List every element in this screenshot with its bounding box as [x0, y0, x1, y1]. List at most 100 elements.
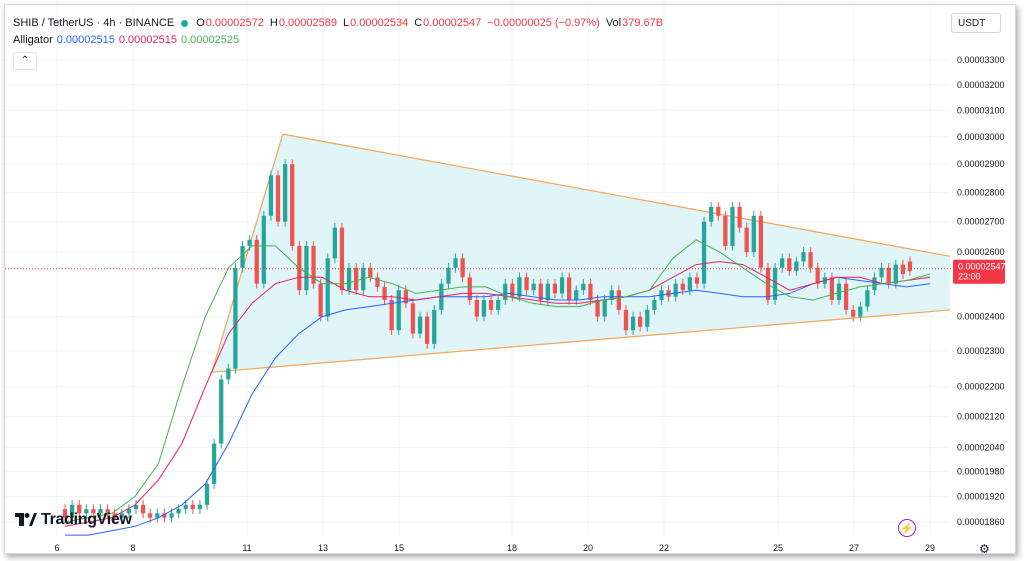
candle-body	[318, 283, 323, 317]
candle-body	[432, 309, 437, 344]
candle-body	[275, 175, 281, 222]
candle-body	[481, 299, 487, 317]
candle-body	[510, 283, 515, 297]
open-label: O	[196, 17, 205, 29]
price-chart[interactable]: 0.00003300 0.00003200 0.00003100 0.00003000…	[5, 5, 1016, 554]
candle-body	[389, 299, 394, 331]
open-value: 0.00002572	[205, 17, 264, 29]
candle-body	[332, 227, 337, 259]
lightning-icon[interactable]: ⚡	[898, 519, 916, 537]
candle-body	[787, 258, 792, 271]
volume-value: 379.67B	[622, 17, 664, 29]
candle-body	[616, 290, 621, 310]
price-tick-label: 0.00002400	[957, 312, 1005, 322]
chevron-up-icon: ⌃	[20, 55, 30, 66]
time-tick-label: 20	[583, 543, 593, 553]
market-status-icon[interactable]	[181, 20, 189, 27]
candle-body	[730, 206, 735, 246]
legend: SHIB / TetherUS · 4h · BINANCE O 0.000025…	[13, 15, 669, 49]
candle-body	[474, 299, 479, 317]
symbol-title[interactable]: SHIB / TetherUS · 4h · BINANCE	[13, 17, 175, 29]
candle-body	[574, 290, 579, 300]
candle-body	[290, 164, 295, 246]
candle-body	[872, 277, 877, 291]
symmetrical-triangle-fill[interactable]	[211, 134, 951, 373]
candle-body	[460, 258, 465, 278]
candle-body	[346, 267, 352, 291]
candle-body	[169, 513, 174, 518]
alligator-row[interactable]: Alligator 0.00002515 0.00002515 0.000025…	[13, 32, 669, 49]
candle-body	[751, 215, 756, 253]
candle-body	[140, 504, 146, 514]
candle-body	[282, 164, 288, 222]
candle-body	[765, 267, 771, 300]
candle-body	[744, 227, 749, 253]
candle-body	[211, 443, 217, 484]
candle-body	[396, 290, 401, 331]
candle-body	[843, 283, 849, 310]
candle-body	[91, 509, 96, 514]
time-tick-label: 8	[130, 543, 135, 553]
candle-body	[488, 299, 494, 310]
currency-button[interactable]: USDT	[951, 13, 1001, 33]
time-tick-label: 15	[394, 543, 404, 553]
candle-body	[794, 261, 799, 271]
candle-body	[155, 513, 160, 518]
time-tick-label: 11	[242, 543, 251, 553]
candle-body	[403, 290, 408, 304]
price-tick-label: 0.00002120	[957, 412, 1005, 422]
candle-body	[680, 283, 685, 291]
candle-body	[716, 206, 721, 216]
alligator-teeth-value: 0.00002515	[118, 34, 177, 46]
tradingview-logo[interactable]: TradingView	[15, 511, 132, 529]
candle-body	[687, 277, 693, 291]
close-label: C	[414, 17, 423, 29]
last-price-badge: 0.00002547 23:00	[953, 259, 1006, 284]
candle-body	[183, 504, 188, 510]
candle-body	[801, 252, 806, 262]
collapse-legend-button[interactable]: ⌃	[13, 52, 37, 70]
candle-body	[268, 175, 274, 216]
candle-body	[709, 206, 714, 222]
candle-body	[630, 316, 636, 331]
bar-countdown: 23:00	[958, 272, 981, 282]
low-value: 0.00002534	[350, 17, 409, 29]
candle-body	[133, 504, 139, 510]
candle-body	[907, 261, 913, 271]
triangle-lower-trendline[interactable]	[211, 309, 951, 373]
candle-body	[652, 299, 657, 310]
candle-body	[567, 277, 572, 300]
price-tick-label: 0.00002200	[957, 382, 1005, 392]
price-axis[interactable]: 0.00003300 0.00003200 0.00003100 0.00003000…	[957, 55, 1005, 527]
time-tick-label: 22	[659, 543, 669, 553]
settings-gear-icon[interactable]: ⚙	[979, 542, 990, 554]
alligator-jaw-value: 0.00002515	[56, 34, 115, 46]
candle-body	[531, 283, 536, 291]
candle-body	[233, 267, 238, 369]
candle-body	[829, 277, 835, 300]
candle-body	[836, 283, 842, 300]
candle-body	[538, 283, 543, 300]
candle-body	[588, 283, 593, 300]
time-tick-label: 29	[925, 543, 935, 553]
candle-body	[701, 221, 707, 284]
tradingview-mark-icon	[15, 513, 37, 527]
candle-body	[247, 239, 252, 246]
candle-body	[552, 283, 558, 294]
candle-body	[602, 299, 607, 317]
candle-body	[98, 509, 103, 514]
candle-body	[254, 239, 259, 284]
candle-body	[325, 258, 330, 317]
price-tick-label: 0.00002040	[957, 443, 1005, 453]
candle-body	[666, 290, 671, 297]
price-tick-label: 0.00002700	[957, 217, 1005, 227]
candle-body	[517, 277, 522, 297]
time-tick-label: 6	[54, 543, 59, 553]
candle-body	[780, 258, 785, 268]
candle-body	[219, 379, 224, 444]
price-tick-label: 0.00001980	[957, 467, 1005, 477]
brand-name: TradingView	[41, 511, 132, 528]
time-axis[interactable]: 6 8 11 13 15 18 20 22 25 27 29	[54, 543, 935, 553]
candle-body	[190, 504, 195, 510]
triangle-upper-trendline[interactable]	[282, 133, 951, 257]
